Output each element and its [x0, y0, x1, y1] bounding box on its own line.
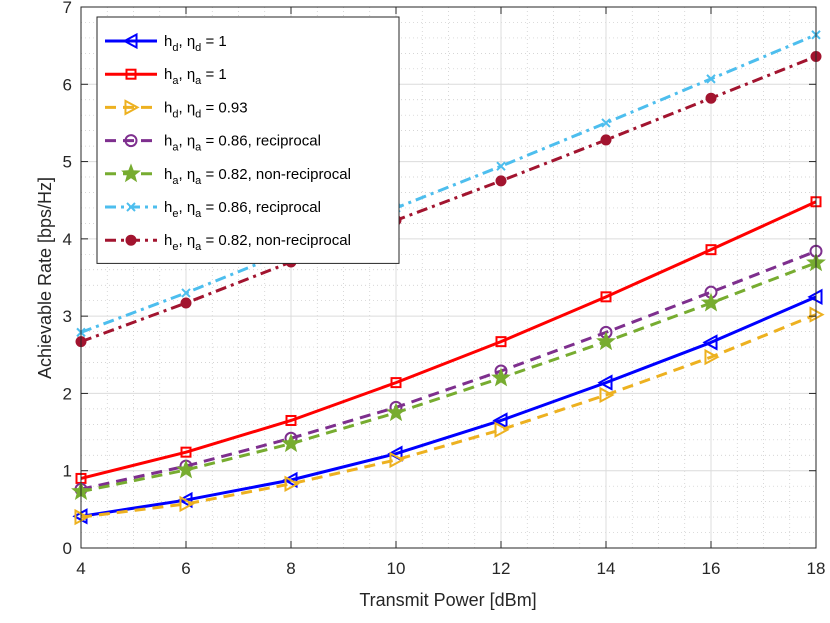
legend-label: he, ηa = 0.82, non-reciprocal [164, 232, 351, 253]
series-layer [71, 30, 826, 526]
legend-label: ha, ηa = 0.86, reciprocal [164, 133, 321, 154]
legend-entry-1: hd, ηd = 1 [105, 32, 227, 54]
series-line-7 [80, 55, 817, 344]
data-point [282, 471, 298, 489]
y-tick-label: 0 [63, 539, 72, 558]
data-point [494, 421, 510, 438]
x-tick-label: 18 [807, 559, 826, 578]
legend-label: hd, ηd = 0.93 [164, 99, 248, 120]
series-line-3 [80, 313, 817, 519]
x-tick-label: 12 [492, 559, 511, 578]
legend-entry-3: hd, ηd = 0.93 [105, 99, 248, 120]
data-point [495, 336, 507, 348]
data-point [285, 414, 297, 426]
legend-marker [125, 68, 137, 80]
legend-label: ha, ηa = 0.82, non-reciprocal [164, 166, 351, 187]
data-point [704, 348, 720, 366]
data-point [389, 451, 405, 469]
legend-marker [121, 163, 141, 183]
data-point [180, 297, 192, 309]
y-tick-label: 3 [63, 307, 72, 326]
x-axis-label: Transmit Power [dBm] [359, 590, 536, 610]
data-point [496, 161, 506, 171]
y-tick-label: 4 [63, 230, 72, 249]
data-point [180, 446, 192, 458]
legend-marker [126, 202, 136, 212]
y-tick-label: 1 [63, 462, 72, 481]
data-point [600, 134, 612, 146]
y-tick-label: 6 [63, 75, 72, 94]
data-point [181, 288, 191, 298]
x-tick-label: 16 [702, 559, 721, 578]
data-point [705, 92, 717, 104]
legend-entry-2: ha, ηa = 1 [105, 66, 227, 87]
legend-entry-4: ha, ηa = 0.86, reciprocal [105, 133, 321, 154]
y-tick-label: 5 [63, 153, 72, 172]
y-tick-label: 7 [63, 0, 72, 17]
x-tick-label: 8 [286, 559, 295, 578]
data-point [284, 475, 300, 493]
data-point [702, 334, 718, 351]
data-point [599, 386, 615, 404]
series-line-1 [80, 295, 817, 518]
data-point [705, 244, 717, 256]
x-tick-label: 4 [76, 559, 85, 578]
data-point [176, 459, 196, 479]
x-tick-label: 10 [387, 559, 406, 578]
data-point [600, 291, 612, 303]
data-point [706, 74, 716, 84]
data-point [596, 331, 616, 351]
legend-label: hd, ηd = 1 [164, 33, 227, 54]
data-point [179, 495, 195, 513]
series-line-5 [80, 261, 817, 494]
legend: hd, ηd = 1 ha, ηa = 1 hd, ηd = 0.93 ha, ηa … [96, 16, 400, 264]
plot-frame [80, 6, 817, 549]
x-tick-label: 6 [181, 559, 190, 578]
legend-marker [124, 134, 138, 148]
legend-entry-6: he, ηa = 0.86, reciprocal [105, 199, 321, 220]
series-line-2 [80, 200, 817, 480]
legend-entry-5: ha, ηa = 0.82, non-reciprocal [105, 163, 351, 187]
y-axis-label: Achievable Rate [bps/Hz] [35, 177, 55, 379]
data-point [492, 412, 508, 429]
legend-label: ha, ηa = 1 [164, 66, 227, 87]
data-point [390, 377, 402, 389]
data-point [281, 433, 301, 453]
legend-entry-7: he, ηa = 0.82, non-reciprocal [105, 232, 351, 253]
series-line-4 [80, 249, 817, 491]
data-point [601, 118, 611, 128]
data-point [597, 374, 613, 391]
legend-marker [125, 234, 137, 246]
y-tick-label: 2 [63, 384, 72, 403]
legend-label: he, ηa = 0.86, reciprocal [164, 199, 321, 220]
series-2 [75, 196, 822, 484]
data-point [386, 402, 406, 422]
data-point [177, 491, 193, 509]
legend-marker [124, 99, 140, 116]
data-point [701, 292, 721, 312]
x-tick-label: 14 [597, 559, 616, 578]
data-point [491, 367, 511, 387]
legend-marker [122, 32, 138, 50]
data-point [495, 175, 507, 187]
